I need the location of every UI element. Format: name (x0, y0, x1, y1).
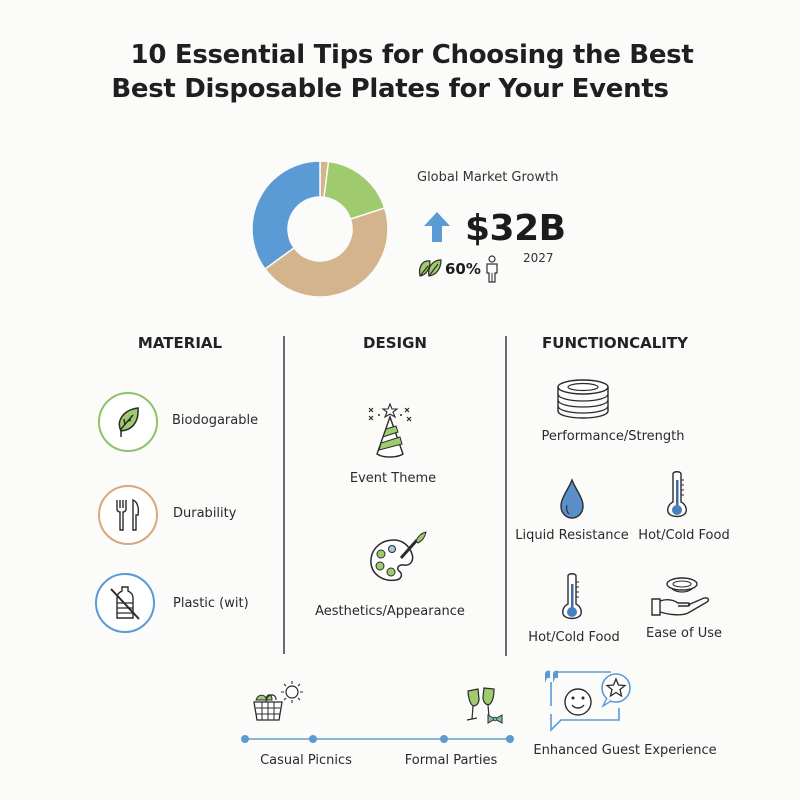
material-durability-label: Durability (173, 506, 237, 521)
leaf-icon (118, 407, 139, 437)
thermometer-icon (562, 573, 582, 620)
timeline-casual-picnics-label: Casual Picnics (260, 753, 352, 768)
thermometer-icon (667, 471, 687, 518)
function-hot-cold-label-1: Hot/Cold Food (638, 528, 730, 543)
timeline-dot (241, 735, 249, 743)
biodegradable-icon-ring (98, 392, 158, 452)
heading-design: DESIGN (363, 334, 427, 352)
market-donut-chart (251, 160, 389, 298)
timeline-track (245, 738, 510, 740)
party-hat-icon (368, 402, 412, 458)
picnic-basket-sun-icon (253, 681, 303, 721)
paint-palette-icon (370, 531, 427, 582)
function-ease-of-use-label: Ease of Use (645, 626, 723, 641)
heading-material: MATERIAL (137, 334, 223, 352)
plastic-icon-ring (95, 573, 155, 633)
design-aesthetics-label: Aesthetics/Appearance (315, 604, 465, 619)
timeline-dot (440, 735, 448, 743)
timeline-dot (309, 735, 317, 743)
leaf-icon (418, 259, 442, 277)
speech-bubble-smiley-star-icon (545, 670, 631, 732)
guest-experience-label: Enhanced Guest Experience (533, 743, 717, 758)
arrow-up-icon (424, 212, 450, 242)
heading-functionality: FUNCTIONCALITY (542, 334, 688, 352)
market-year: 2027 (523, 251, 554, 265)
function-liquid-resistance-label: Liquid Resistance (515, 528, 629, 543)
no-plastic-bottle-icon (110, 586, 140, 620)
title-line-1: 10 Essential Tips for Choosing the Best (130, 40, 694, 70)
title-line-2: Best Disposable Plates for Your Events (111, 74, 669, 104)
fork-knife-icon (116, 498, 140, 531)
hand-plate-icon (651, 577, 710, 616)
eco-percent: 60% (445, 260, 481, 278)
material-plastic-label: Plastic (wit) (173, 596, 249, 611)
column-divider-right (505, 336, 507, 656)
stacked-plates-icon (557, 379, 609, 419)
market-growth-label: Global Market Growth (417, 170, 559, 185)
function-hot-cold-label-2: Hot/Cold Food (528, 630, 620, 645)
timeline-dot (506, 735, 514, 743)
timeline-formal-parties-label: Formal Parties (404, 753, 498, 768)
champagne-bowtie-icon (466, 687, 503, 724)
function-performance-label: Performance/Strength (541, 429, 685, 444)
material-biodegradable-label: Biodogarable (172, 413, 259, 428)
person-icon (486, 255, 498, 283)
column-divider-left (283, 336, 285, 654)
market-value: $32B (465, 208, 566, 249)
design-event-theme-label: Event Theme (349, 471, 437, 486)
durability-icon-ring (98, 485, 158, 545)
water-drop-icon (560, 478, 584, 519)
